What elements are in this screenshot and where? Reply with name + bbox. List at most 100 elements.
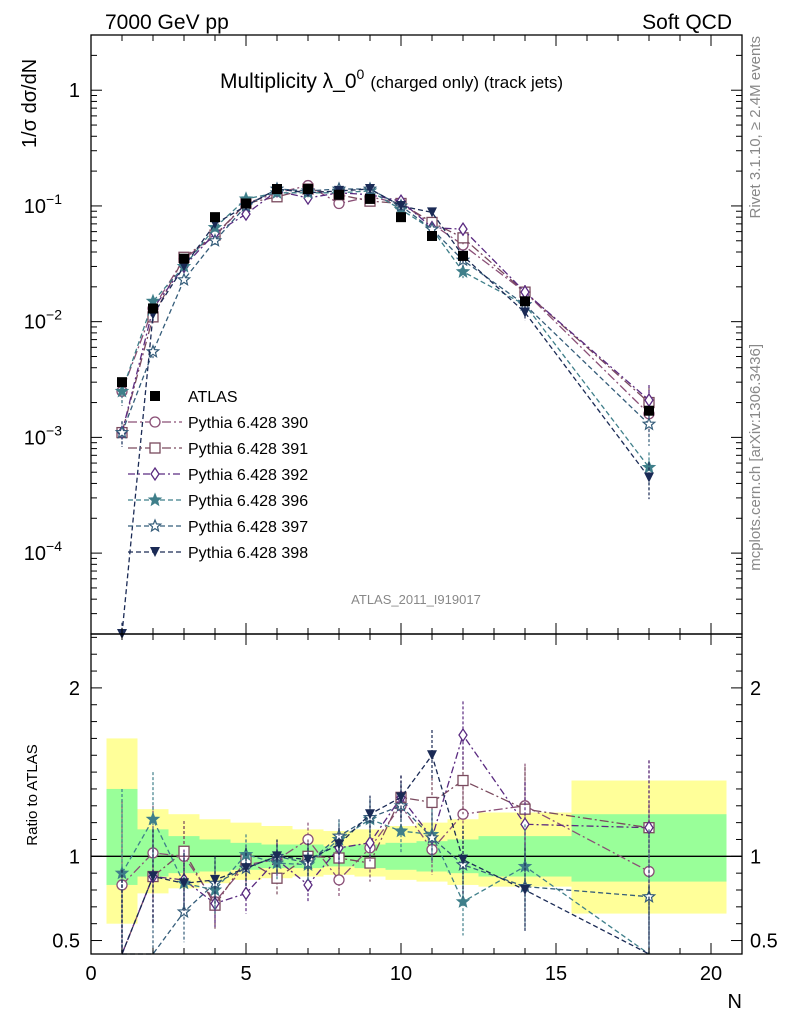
- data-point-392: [241, 206, 251, 222]
- data-point-atlas: [272, 184, 282, 195]
- legend-label: Pythia 6.428 391: [188, 441, 308, 458]
- ratio-point-392: [644, 820, 654, 835]
- y-tick-label: 10−3: [24, 422, 62, 449]
- data-point-398: [396, 200, 406, 211]
- ratio-point-398: [303, 854, 313, 865]
- ratio-point-397: [176, 904, 192, 919]
- data-point-397: [207, 233, 223, 247]
- data-point-396: [455, 264, 471, 278]
- ratio-panel: 0.5 0.5 1 1 2 2 0 5 10 15 20 Ratio to ATLAS N: [24, 633, 778, 1013]
- ratio-point-398: [179, 878, 189, 889]
- ratio-series-398: [121, 730, 650, 955]
- data-point-atlas: [520, 296, 530, 307]
- ratio-line-390: [121, 804, 650, 903]
- ratio-point-398: [396, 792, 406, 803]
- ratio-point-392: [458, 727, 468, 743]
- ratio-point-396: [393, 823, 409, 838]
- y-tick-label: 10−2: [24, 307, 62, 334]
- data-point-397: [145, 344, 161, 358]
- y-tick-label: 10−1: [24, 191, 62, 218]
- data-point-396: [114, 383, 130, 398]
- y-tick-label: 1: [69, 80, 80, 102]
- ratio-line-397: [122, 805, 650, 955]
- series-line-390: [121, 184, 650, 415]
- series-line-392: [121, 190, 650, 433]
- ratio-ticks: [90, 634, 743, 954]
- legend-marker: [150, 466, 160, 482]
- ratio-y-tick-labels: 0.5 0.5 1 1 2 2: [52, 678, 778, 953]
- ratio-point-390: [333, 874, 345, 886]
- ratio-point-398: [272, 851, 282, 862]
- data-point-atlas: [458, 250, 468, 261]
- ratio-point-398: [148, 871, 158, 882]
- legend-label: Pythia 6.428 396: [188, 493, 308, 510]
- ratio-y-tick-label-right: 1: [750, 846, 761, 868]
- ratio-point-392: [365, 835, 375, 851]
- data-point-atlas: [365, 193, 375, 204]
- legend-label: Pythia 6.428 397: [188, 519, 308, 536]
- data-point-atlas: [303, 184, 313, 195]
- data-point-398: [427, 207, 437, 218]
- plot-title-extra: (charged only) (track jets): [370, 73, 563, 92]
- ratio-point-398: [334, 839, 344, 850]
- series-392: [117, 183, 654, 448]
- series-line-397: [121, 188, 650, 433]
- main-panel: 1 10−1 10−2 10−3 10−4 Multiplicity λ_00 (char…: [19, 34, 743, 639]
- ratio-point-398: [210, 874, 220, 885]
- mcplots-label: mcplots.cern.ch [arXiv:1306.3436]: [747, 344, 764, 571]
- ratio-point-398: [520, 885, 530, 895]
- x-tick-label: 5: [240, 963, 251, 985]
- plot-title-sup: 0: [357, 66, 365, 82]
- series-line-396: [121, 190, 650, 468]
- legend-item: Pythia 6.428 397: [128, 518, 308, 536]
- legend-label: ATLAS: [188, 389, 238, 406]
- main-plot-area: [114, 179, 657, 639]
- ratio-line-396: [121, 817, 650, 955]
- ratio-y-tick-label-right: 2: [750, 678, 761, 700]
- ratio-point-398: [241, 863, 251, 874]
- legend-label: Pythia 6.428 392: [188, 467, 308, 484]
- legend-marker: [147, 518, 163, 533]
- legend-marker: [149, 416, 161, 428]
- ratio-point-391: [426, 796, 438, 809]
- legend-item: ATLAS: [150, 389, 238, 406]
- x-tick-label: 10: [390, 963, 412, 985]
- data-point-398: [644, 472, 654, 483]
- ratio-point-392: [241, 886, 251, 901]
- ratio-y-tick-label: 2: [69, 678, 80, 700]
- ratio-point-391: [364, 857, 376, 869]
- data-point-atlas: [117, 377, 127, 388]
- ratio-point-397: [424, 830, 440, 844]
- data-point-atlas: [148, 303, 158, 314]
- analysis-id: ATLAS_2011_I919017: [351, 592, 481, 607]
- x-tick-label: 20: [700, 963, 722, 985]
- legend: ATLAS Pythia 6.428 390 Pythia 6.428 391 Pyt…: [128, 389, 308, 562]
- legend-marker: [150, 547, 160, 557]
- legend-item: Pythia 6.428 398: [128, 545, 308, 562]
- data-point-atlas: [210, 212, 220, 223]
- main-ticks: [90, 34, 743, 635]
- ratio-y-tick-label-right: 0.5: [750, 931, 778, 953]
- rivet-label: Rivet 3.1.10, ≥ 2.4M events: [747, 36, 764, 219]
- x-tick-label: 15: [545, 963, 567, 985]
- x-tick-label: 0: [85, 963, 96, 985]
- data-point-atlas: [334, 189, 344, 200]
- legend-item: Pythia 6.428 396: [128, 492, 308, 510]
- legend-label: Pythia 6.428 398: [188, 545, 308, 562]
- data-point-397: [176, 272, 192, 287]
- legend-marker: [149, 442, 161, 454]
- ratio-point-398: [458, 854, 468, 865]
- legend-label: Pythia 6.428 390: [188, 415, 308, 432]
- data-point-392: [458, 221, 468, 237]
- data-point-atlas: [396, 212, 406, 223]
- ratio-y-tick-label: 1: [69, 846, 80, 868]
- series-397: [114, 181, 657, 448]
- ratio-y-tick-label: 0.5: [52, 931, 80, 953]
- data-point-atlas: [644, 405, 654, 416]
- series-391: [116, 183, 655, 448]
- data-point-398: [520, 307, 530, 318]
- y-axis-label: 1/σ dσ/dN: [19, 59, 41, 148]
- data-point-398: [365, 184, 375, 195]
- ratio-plot-area: [91, 701, 742, 955]
